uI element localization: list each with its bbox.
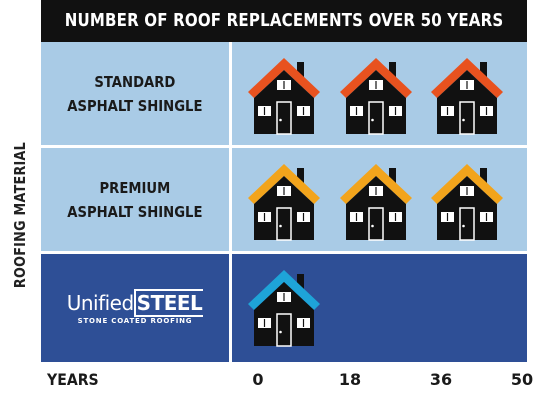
roof bbox=[431, 164, 503, 204]
x-tick-label: 50 bbox=[510, 370, 534, 389]
x-axis-label-text: YEARS bbox=[47, 370, 99, 389]
row-label: STANDARD ASPHALT SHINGLE bbox=[67, 72, 203, 115]
logo-tagline: STONE COATED ROOFING bbox=[77, 317, 193, 325]
x-axis: YEARS 0 18 36 50 bbox=[0, 362, 541, 396]
x-axis-label: YEARS bbox=[47, 370, 106, 389]
roof bbox=[248, 270, 320, 310]
house-icon bbox=[244, 160, 324, 242]
row-premium-asphalt: PREMIUM ASPHALT SHINGLE bbox=[41, 148, 527, 251]
row-label-container: STANDARD ASPHALT SHINGLE bbox=[41, 42, 229, 145]
door-knob bbox=[462, 118, 465, 122]
chimney bbox=[297, 274, 304, 290]
door bbox=[459, 101, 475, 135]
chimney bbox=[389, 168, 396, 184]
house-icon bbox=[244, 54, 324, 136]
x-tick-label: 0 bbox=[252, 370, 264, 389]
chart-title: NUMBER OF ROOF REPLACEMENTS OVER 50 YEAR… bbox=[41, 0, 527, 42]
chimney bbox=[389, 62, 396, 78]
house-icon bbox=[244, 266, 324, 348]
roof bbox=[248, 164, 320, 204]
row-label: PREMIUM ASPHALT SHINGLE bbox=[67, 178, 203, 221]
logo-brand-b: STEEL bbox=[133, 289, 204, 317]
x-tick-label: 36 bbox=[429, 370, 453, 389]
row-divider bbox=[41, 251, 527, 254]
door-knob bbox=[279, 224, 282, 228]
house-icon bbox=[427, 54, 507, 136]
chimney bbox=[480, 168, 487, 184]
roof bbox=[340, 58, 412, 98]
door-knob bbox=[279, 330, 282, 334]
door bbox=[276, 101, 292, 135]
column-divider bbox=[229, 42, 232, 362]
logo-brand: Unified STEEL bbox=[66, 289, 204, 317]
door-knob bbox=[462, 224, 465, 228]
row-cells bbox=[232, 148, 527, 251]
door bbox=[276, 313, 292, 347]
y-axis-label-text: ROOFING MATERIAL bbox=[11, 141, 29, 289]
chart-panel: STANDARD ASPHALT SHINGLE PREMIUM ASPHALT… bbox=[41, 42, 527, 362]
chimney bbox=[297, 168, 304, 184]
chimney bbox=[480, 62, 487, 78]
roof bbox=[248, 58, 320, 98]
row-divider bbox=[41, 145, 527, 148]
door bbox=[368, 207, 384, 241]
door-knob bbox=[279, 118, 282, 122]
chart-title-text: NUMBER OF ROOF REPLACEMENTS OVER 50 YEAR… bbox=[64, 11, 504, 31]
door bbox=[368, 101, 384, 135]
y-axis-label: ROOFING MATERIAL bbox=[11, 129, 29, 301]
unified-steel-logo: Unified STEEL STONE COATED ROOFING bbox=[66, 289, 204, 325]
house-icon bbox=[336, 160, 416, 242]
door-knob bbox=[371, 224, 374, 228]
logo-brand-a: Unified bbox=[66, 291, 134, 315]
roof bbox=[340, 164, 412, 204]
house-icon bbox=[427, 160, 507, 242]
row-label-container: PREMIUM ASPHALT SHINGLE bbox=[41, 148, 229, 251]
door bbox=[276, 207, 292, 241]
house-icon bbox=[336, 54, 416, 136]
door-knob bbox=[371, 118, 374, 122]
roof bbox=[431, 58, 503, 98]
row-cells bbox=[232, 254, 527, 357]
door bbox=[459, 207, 475, 241]
x-tick-label: 18 bbox=[338, 370, 362, 389]
row-unified-steel: Unified STEEL STONE COATED ROOFING bbox=[41, 254, 527, 362]
logo-container: Unified STEEL STONE COATED ROOFING bbox=[41, 254, 229, 362]
chimney bbox=[297, 62, 304, 78]
row-cells bbox=[232, 42, 527, 145]
row-standard-asphalt: STANDARD ASPHALT SHINGLE bbox=[41, 42, 527, 145]
